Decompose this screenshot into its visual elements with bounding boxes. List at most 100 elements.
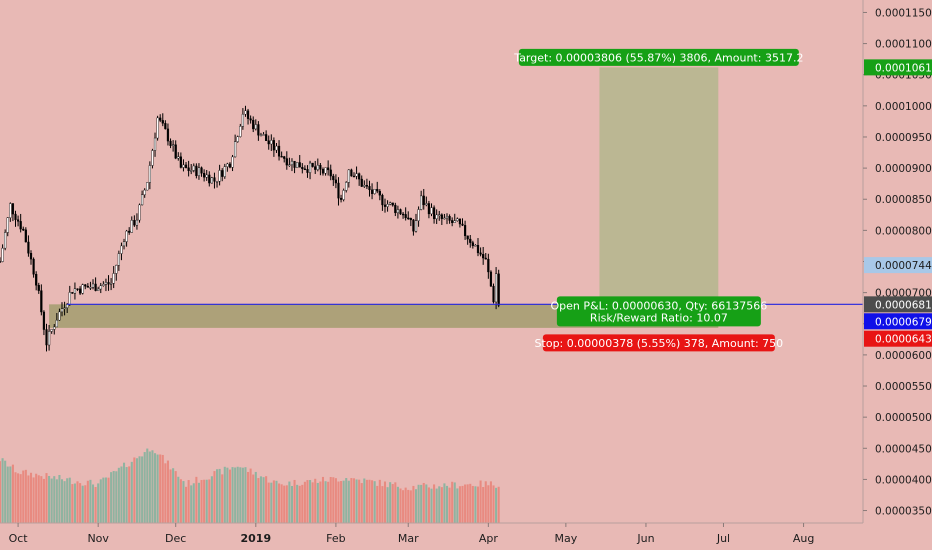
candle-body — [329, 169, 332, 177]
volume-bar — [461, 485, 464, 523]
volume-bar — [138, 456, 141, 523]
volume-bar — [324, 481, 327, 523]
candle-body — [487, 258, 490, 273]
target-zone-group — [599, 67, 719, 305]
volume-bar — [50, 478, 53, 523]
candle-body — [259, 134, 263, 137]
candle-body — [440, 214, 443, 219]
candle-body — [174, 144, 177, 159]
time-axis[interactable]: Oct Nov Dec 2019 Feb Mar Apr May Jun Jul Aug — [9, 523, 815, 545]
volume-bar — [345, 478, 348, 523]
candle-body — [40, 290, 43, 313]
volume-bar — [386, 487, 389, 523]
candle-body — [376, 189, 379, 192]
volume-bar — [451, 481, 454, 523]
candle-body — [179, 156, 182, 168]
volume-bar — [143, 452, 146, 523]
volume-bar — [257, 478, 260, 523]
volume-bar — [60, 479, 64, 523]
volume-bar — [185, 486, 188, 523]
candle-body — [432, 207, 436, 220]
candle-body — [427, 203, 431, 215]
candle-body — [117, 253, 120, 266]
volume-bar — [86, 480, 89, 523]
candle-body — [187, 167, 190, 172]
volume-bar — [1, 458, 4, 523]
volume-bar — [216, 469, 219, 523]
candle-body — [412, 219, 415, 232]
volume-bar — [104, 477, 107, 523]
volume-bar — [453, 482, 456, 523]
volume-bar — [445, 485, 449, 523]
candle-body — [6, 217, 9, 233]
volume-bar — [487, 485, 490, 523]
candle-body — [35, 274, 38, 286]
volume-bar — [278, 483, 281, 523]
volume-bar — [159, 454, 162, 523]
candle-body — [143, 189, 146, 196]
volume-bar — [394, 482, 397, 523]
volume-bar — [130, 461, 133, 523]
volume-bar — [42, 478, 45, 523]
volume-bar — [489, 481, 492, 523]
candle-body — [102, 284, 105, 286]
volume-bar — [440, 487, 443, 523]
candle-body — [443, 217, 446, 220]
candle-body — [386, 204, 389, 207]
candle-body — [9, 203, 12, 218]
volume-bar — [425, 484, 428, 523]
candle-body — [236, 136, 239, 142]
candle-body — [394, 204, 397, 214]
candle-body — [451, 220, 454, 223]
price-tag-box — [864, 313, 932, 330]
volume-bar — [239, 467, 242, 523]
candle-body — [414, 220, 418, 232]
volume-bar — [4, 460, 7, 523]
volume-bar — [22, 470, 25, 523]
volume-bar — [6, 466, 9, 523]
volume-bar — [197, 482, 200, 523]
volume-bar — [148, 451, 151, 523]
candle-body — [215, 180, 219, 183]
candle-body — [177, 156, 180, 159]
candle-body — [425, 203, 428, 206]
candle-body — [241, 113, 244, 127]
candle-body — [89, 287, 92, 289]
x-tick-label: 2019 — [240, 532, 271, 545]
volume-bar — [288, 481, 291, 523]
price-tag-label: 0.00006791 — [875, 316, 932, 328]
candle-body — [210, 177, 213, 184]
candle-body — [130, 220, 133, 233]
volume-bar — [479, 480, 482, 523]
volume-bar — [17, 473, 20, 523]
candle-body — [474, 245, 477, 247]
volume-bar — [476, 486, 480, 523]
candle-body — [76, 288, 79, 290]
volume-bar — [107, 477, 110, 523]
candle-body — [399, 209, 402, 215]
volume-bar — [102, 477, 105, 523]
volume-bar — [319, 481, 322, 523]
candle-body — [172, 144, 175, 146]
volume-bar — [448, 487, 451, 523]
stop-zone-group — [49, 304, 719, 328]
candlesticks[interactable] — [0, 105, 500, 352]
volume-bar — [236, 466, 239, 523]
volume-bar — [210, 476, 213, 523]
candle-body — [342, 190, 345, 200]
candle-body — [197, 167, 201, 177]
candle-body — [58, 311, 61, 321]
position-labels: Target: 0.00003806 (55.87%) 3806, Amount… — [513, 48, 803, 352]
candle-body — [81, 284, 84, 294]
candle-body — [438, 214, 441, 216]
candle-body — [190, 170, 193, 172]
candle-body — [453, 220, 456, 223]
candle-body — [401, 213, 405, 216]
volume-bar — [381, 486, 384, 523]
candle-body — [383, 204, 387, 207]
candle-body — [45, 329, 48, 346]
